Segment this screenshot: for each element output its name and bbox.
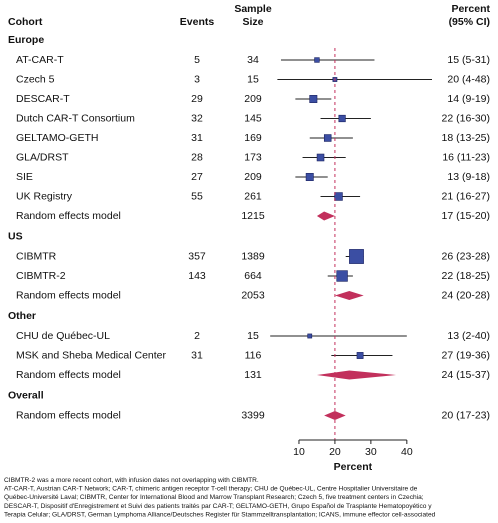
pooled-diamond <box>334 291 364 300</box>
x-tick-label: 20 <box>329 446 341 458</box>
events: 27 <box>191 171 203 183</box>
x-tick-label: 40 <box>401 446 413 458</box>
header: Percent <box>451 3 490 15</box>
value-label: 26 (23-28) <box>442 250 490 262</box>
sample-size: 209 <box>244 93 262 105</box>
value-label: 14 (9-19) <box>447 93 490 105</box>
sample-size: 173 <box>244 151 262 163</box>
events: 31 <box>191 349 203 361</box>
sample-size: 34 <box>247 54 259 66</box>
sample-size: 209 <box>244 171 262 183</box>
events: 29 <box>191 93 203 105</box>
footnote: Terapia Celular; GLA/DRST, German Lympho… <box>4 511 436 518</box>
sample-size: 116 <box>245 349 262 361</box>
pooled-diamond <box>316 211 335 221</box>
group-label: US <box>8 230 23 242</box>
estimate-square <box>349 249 364 264</box>
value-label: 22 (16-30) <box>442 112 490 124</box>
value-label: 17 (15-20) <box>442 210 490 222</box>
sample-size: 261 <box>244 190 262 202</box>
footnote: Québec-Université Laval; CIBMTR, Center … <box>4 494 424 501</box>
events: 2 <box>194 330 200 342</box>
value-label: 15 (5-31) <box>447 54 490 66</box>
study-label: GLA/DRST <box>16 151 69 163</box>
header: Events <box>180 16 215 28</box>
value-label: 24 (20-28) <box>442 289 490 301</box>
group-label: Other <box>8 310 36 322</box>
estimate-square <box>305 173 314 181</box>
events: 31 <box>191 132 203 144</box>
pooled-diamond <box>316 370 397 380</box>
group-label: Europe <box>8 34 44 46</box>
header: Size <box>242 16 263 28</box>
footnote: CIBMTR-2 was a more recent cohort, with … <box>4 477 259 484</box>
header: Sample <box>234 3 272 15</box>
estimate-square <box>336 270 348 282</box>
pooled-label: Random effects model <box>16 289 121 301</box>
sample-size: 15 <box>247 73 259 85</box>
sample-size: 1215 <box>241 210 265 222</box>
study-label: Czech 5 <box>16 73 55 85</box>
value-label: 27 (19-36) <box>442 349 490 361</box>
value-label: 20 (4-48) <box>447 73 490 85</box>
pooled-label: Random effects model <box>16 409 121 421</box>
footnote: AT-CAR-T, Austrian CAR-T Network; CAR-T,… <box>4 486 418 493</box>
x-tick-label: 10 <box>293 446 305 458</box>
footnote: DESCAR-T, Dispositif d'Enregistrement et… <box>4 503 432 510</box>
sample-size: 169 <box>244 132 262 144</box>
value-label: 22 (18-25) <box>442 270 490 282</box>
sample-size: 131 <box>244 369 262 381</box>
value-label: 13 (9-18) <box>447 171 490 183</box>
sample-size: 2053 <box>241 289 265 301</box>
study-label: CHU de Québec-UL <box>16 330 110 342</box>
events: 32 <box>191 112 203 124</box>
study-label: AT-CAR-T <box>16 54 64 66</box>
events: 5 <box>194 54 200 66</box>
events: 55 <box>191 190 203 202</box>
pooled-label: Random effects model <box>16 369 121 381</box>
events: 28 <box>191 151 203 163</box>
events: 3 <box>194 73 200 85</box>
value-label: 24 (15-37) <box>442 369 490 381</box>
estimate-square <box>316 153 325 162</box>
value-label: 16 (11-23) <box>442 151 490 163</box>
sample-size: 1389 <box>241 250 265 262</box>
events: 143 <box>188 270 206 282</box>
estimate-square <box>323 134 332 142</box>
value-label: 18 (13-25) <box>442 132 490 144</box>
estimate-square <box>338 114 346 123</box>
pooled-label: Random effects model <box>16 210 121 222</box>
estimate-square <box>314 57 320 63</box>
events: 357 <box>188 250 206 262</box>
x-axis-label: Percent <box>334 461 373 473</box>
study-label: CIBMTR-2 <box>16 270 66 282</box>
value-label: 20 (17-23) <box>442 409 490 421</box>
study-label: CIBMTR <box>16 250 57 262</box>
estimate-square <box>334 192 343 201</box>
value-label: 13 (2-40) <box>447 330 490 342</box>
sample-size: 3399 <box>241 409 265 421</box>
estimate-square <box>307 333 313 339</box>
header: Cohort <box>8 16 43 28</box>
header: (95% CI) <box>449 16 490 28</box>
study-label: Dutch CAR-T Consortium <box>16 112 135 124</box>
study-label: SIE <box>16 171 33 183</box>
sample-size: 664 <box>244 270 262 282</box>
study-label: UK Registry <box>16 190 73 202</box>
study-label: DESCAR-T <box>16 93 70 105</box>
study-label: GELTAMO-GETH <box>16 132 98 144</box>
sample-size: 145 <box>244 112 262 124</box>
study-label: MSK and Sheba Medical Center <box>16 349 167 361</box>
x-tick-label: 30 <box>365 446 377 458</box>
estimate-square <box>356 352 364 359</box>
group-label: Overall <box>8 389 44 401</box>
estimate-square <box>309 95 318 103</box>
value-label: 21 (16-27) <box>442 190 490 202</box>
sample-size: 15 <box>247 330 259 342</box>
